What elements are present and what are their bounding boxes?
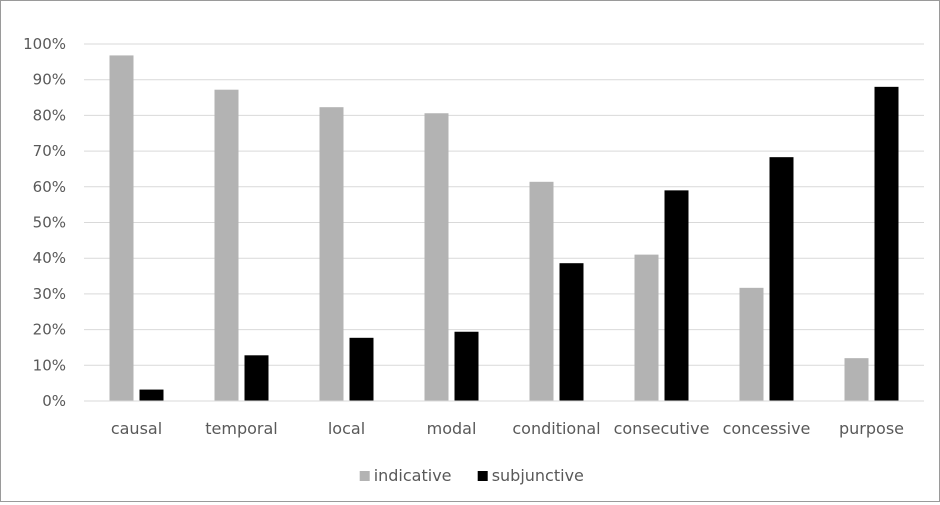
bar-indicative-purpose xyxy=(844,358,869,401)
bar-indicative-causal xyxy=(109,55,134,401)
x-category-label: purpose xyxy=(839,419,904,438)
bar-indicative-temporal xyxy=(214,89,239,402)
bar-indicative-local xyxy=(319,107,344,402)
y-tick-label: 60% xyxy=(33,178,66,196)
y-tick-label: 10% xyxy=(33,356,66,374)
bar-subjunctive-modal xyxy=(454,331,479,401)
x-category-label: concessive xyxy=(723,419,811,438)
y-tick-label: 20% xyxy=(33,321,66,339)
bar-indicative-modal xyxy=(424,113,449,402)
bar-indicative-concessive xyxy=(739,287,764,401)
bar-subjunctive-conditional xyxy=(559,263,584,401)
bar-subjunctive-temporal xyxy=(244,355,269,401)
x-category-label: consecutive xyxy=(614,419,710,438)
y-axis-ticks: 0% 10% 20% 30% 40% 50% 60% 70% 80% 90% 100% xyxy=(23,35,66,410)
x-category-label: causal xyxy=(111,419,162,438)
y-tick-label: 90% xyxy=(33,71,66,89)
y-tick-label: 80% xyxy=(33,106,66,124)
bar-subjunctive-causal xyxy=(139,389,164,401)
bar-indicative-consecutive xyxy=(634,254,659,401)
legend-label-subjunctive: subjunctive xyxy=(492,466,584,485)
bar-subjunctive-concessive xyxy=(769,157,794,401)
y-tick-label: 50% xyxy=(33,214,66,232)
x-category-label: conditional xyxy=(512,419,600,438)
bar-subjunctive-local xyxy=(349,337,374,401)
x-category-label: temporal xyxy=(205,419,277,438)
y-tick-label: 100% xyxy=(23,35,66,53)
x-category-label: modal xyxy=(427,419,477,438)
y-tick-label: 30% xyxy=(33,285,66,303)
legend-swatch-indicative xyxy=(359,471,370,481)
bar-subjunctive-purpose xyxy=(874,86,899,401)
gridlines xyxy=(84,43,924,366)
bars xyxy=(109,55,899,402)
y-tick-label: 70% xyxy=(33,142,66,160)
legend-label-indicative: indicative xyxy=(374,466,452,485)
y-tick-label: 0% xyxy=(42,392,66,410)
x-category-label: local xyxy=(328,419,365,438)
bar-indicative-conditional xyxy=(529,181,554,401)
x-axis-categories: causal temporal local modal conditional conse… xyxy=(111,419,904,438)
legend: indicative subjunctive xyxy=(359,466,584,485)
legend-swatch-subjunctive xyxy=(477,471,488,481)
y-tick-label: 40% xyxy=(33,249,66,267)
bar-subjunctive-consecutive xyxy=(664,190,689,401)
